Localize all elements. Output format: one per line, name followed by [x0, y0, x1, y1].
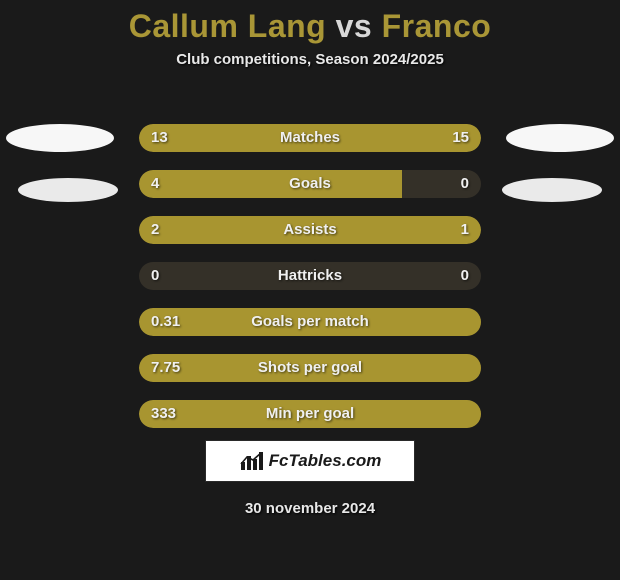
brand-text: FcTables.com: [269, 451, 382, 471]
stat-label: Matches: [139, 124, 481, 152]
stat-value-right: 15: [452, 124, 469, 152]
brand-box: FcTables.com: [205, 440, 415, 482]
stat-row: 2Assists1: [139, 216, 481, 244]
stat-value-right: 0: [461, 170, 469, 198]
page-title: Callum Lang vs Franco: [0, 0, 620, 45]
title-player1: Callum Lang: [129, 8, 327, 44]
brand-chart-icon: [239, 450, 265, 472]
stat-label: Hattricks: [139, 262, 481, 290]
stat-rows: 13Matches154Goals02Assists10Hattricks00.…: [139, 124, 481, 446]
avatar-oval-left-1: [6, 124, 114, 152]
date-label: 30 november 2024: [0, 500, 620, 517]
title-vs: vs: [336, 8, 373, 44]
avatar-oval-right-1: [506, 124, 614, 152]
stat-row: 13Matches15: [139, 124, 481, 152]
stat-label: Goals per match: [139, 308, 481, 336]
stat-label: Assists: [139, 216, 481, 244]
stat-value-right: 0: [461, 262, 469, 290]
stat-row: 4Goals0: [139, 170, 481, 198]
stat-value-right: 1: [461, 216, 469, 244]
stat-label: Shots per goal: [139, 354, 481, 382]
title-player2: Franco: [382, 8, 492, 44]
stat-row: 333Min per goal: [139, 400, 481, 428]
stat-label: Min per goal: [139, 400, 481, 428]
stat-row: 0Hattricks0: [139, 262, 481, 290]
avatar-oval-right-2: [502, 178, 602, 202]
avatar-oval-left-2: [18, 178, 118, 202]
subtitle: Club competitions, Season 2024/2025: [0, 51, 620, 68]
stat-row: 0.31Goals per match: [139, 308, 481, 336]
stat-label: Goals: [139, 170, 481, 198]
stat-row: 7.75Shots per goal: [139, 354, 481, 382]
